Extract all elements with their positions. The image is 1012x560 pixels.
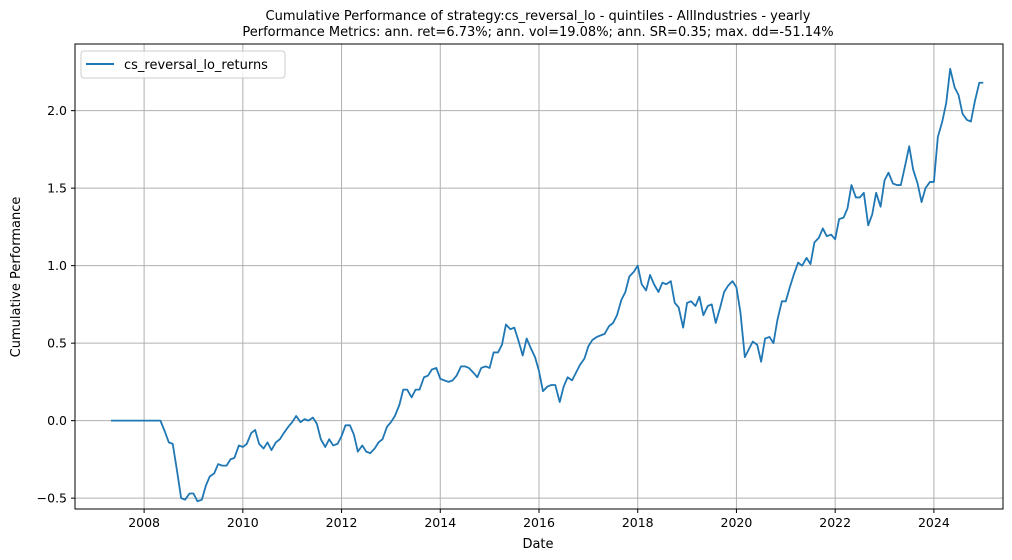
chart-title: Cumulative Performance of strategy:cs_re… <box>266 9 811 24</box>
x-axis-ticks: 2008 2010 2012 2014 2016 2018 2020 2022 2024 <box>128 509 950 530</box>
legend: cs_reversal_lo_returns <box>80 50 286 79</box>
y-tick-label: −0.5 <box>37 491 67 506</box>
y-tick-label: 1.5 <box>47 181 67 196</box>
x-tick-label: 2010 <box>227 515 259 530</box>
y-axis-ticks: −0.5 0.0 0.5 1.0 1.5 2.0 <box>37 103 75 506</box>
x-tick-label: 2020 <box>721 515 753 530</box>
legend-label: cs_reversal_lo_returns <box>124 58 268 73</box>
x-tick-label: 2008 <box>128 515 160 530</box>
x-tick-label: 2016 <box>523 515 555 530</box>
series-line-cs-reversal-lo-returns <box>111 67 984 503</box>
grid-lines <box>75 44 1003 509</box>
series-layer <box>111 67 984 503</box>
y-axis-label: Cumulative Performance <box>9 197 24 358</box>
y-tick-label: 0.0 <box>47 413 67 428</box>
y-tick-label: 1.0 <box>47 258 67 273</box>
x-tick-label: 2018 <box>622 515 654 530</box>
y-tick-label: 0.5 <box>47 336 67 351</box>
x-tick-label: 2024 <box>918 515 950 530</box>
x-tick-label: 2012 <box>326 515 358 530</box>
x-axis-label: Date <box>522 537 553 552</box>
chart-subtitle: Performance Metrics: ann. ret=6.73%; ann… <box>242 25 833 40</box>
y-tick-label: 2.0 <box>47 103 67 118</box>
legend-box <box>80 50 286 79</box>
x-tick-label: 2014 <box>424 515 456 530</box>
x-tick-label: 2022 <box>819 515 851 530</box>
